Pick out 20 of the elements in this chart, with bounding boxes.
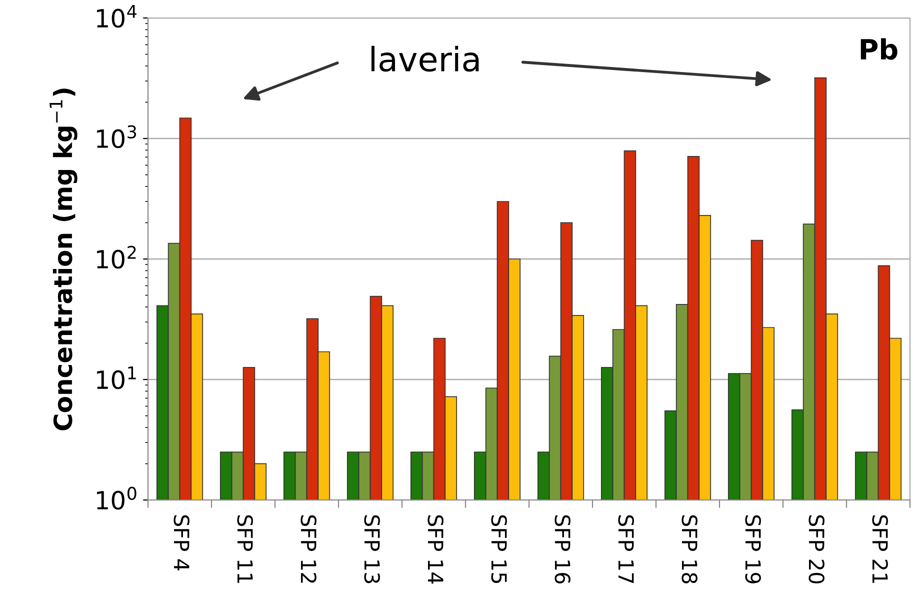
annotation: laveria: [371, 46, 479, 72]
x-tick-label: SFP 12: [300, 515, 316, 583]
x-tick-label: SFP 13: [364, 515, 380, 584]
x-tick-label: SFP 15: [491, 515, 507, 583]
x-tick-label: SFP 4: [174, 515, 190, 570]
x-tick-label: SFP 19: [745, 515, 761, 584]
y-tick-label: 10$^{2}$: [97, 246, 136, 269]
x-tick-label: SFP 16: [554, 515, 570, 584]
x-tick-label: SFP 20: [808, 515, 824, 584]
y-tick-label: 10$^{0}$: [97, 486, 136, 510]
x-tick-label: SFP 17: [618, 515, 634, 584]
x-tick-label: SFP 14: [428, 515, 444, 584]
y-tick-label: 10$^{3}$: [97, 125, 136, 148]
text: Pb: [860, 38, 898, 60]
x-tick-label: SFP 11: [237, 515, 253, 583]
y-axis-title: Concentration (mg kg$^{−1}$): [50, 88, 78, 430]
y-tick-label: 10$^{4}$: [97, 5, 136, 28]
x-tick-label: SFP 21: [872, 515, 888, 583]
y-tick-label: 10$^{1}$: [97, 366, 136, 390]
x-tick-label: SFP 18: [682, 515, 698, 584]
